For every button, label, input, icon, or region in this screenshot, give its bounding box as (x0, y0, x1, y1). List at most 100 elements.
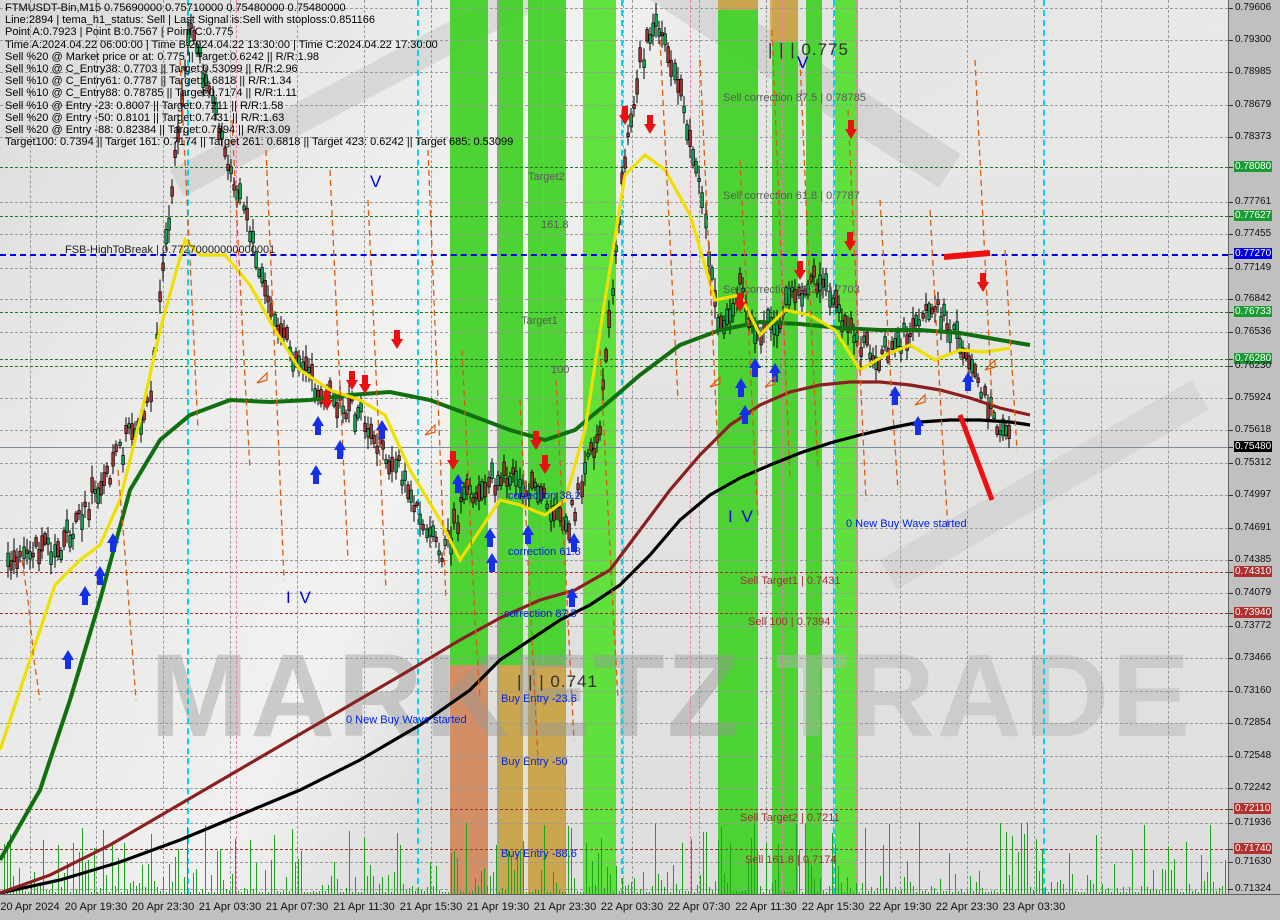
fractal-line (659, 39, 679, 401)
volume-bar (157, 886, 158, 894)
price-tick-label: 0.73466 (1235, 652, 1272, 663)
candle-body (905, 334, 909, 351)
volume-bar (337, 879, 338, 894)
buy-arrow-icon (79, 586, 91, 605)
volume-bar (412, 886, 413, 894)
tick-mark (1229, 528, 1233, 529)
tick-mark (1229, 40, 1233, 41)
tick-mark (1229, 723, 1233, 724)
new-buy-wave-right-label: 0 New Buy Wave started (846, 518, 967, 530)
candle-body (276, 324, 280, 337)
time-axis[interactable]: 20 Apr 2024 20 Apr 19:30 20 Apr 23:30 21 Ap… (0, 894, 1280, 920)
time-tick-label: 22 Apr 07:30 (667, 901, 731, 913)
volume-bar (724, 873, 725, 894)
chart-plot-area[interactable]: MARKETZ TRADE FSB-HighToBreak | 0.772700… (0, 0, 1228, 894)
volume-bar (511, 855, 512, 894)
volume-bar (676, 883, 677, 894)
sell-arrow-icon (644, 115, 656, 134)
volume-bar (655, 822, 656, 894)
volume-bar (847, 877, 848, 894)
volume-bar (1201, 854, 1202, 894)
fractal-line (519, 399, 539, 761)
tick-mark (1229, 332, 1233, 333)
volume-bar (541, 870, 542, 894)
price-tick-label: 0.79606 (1235, 2, 1272, 13)
candle-body (886, 347, 890, 363)
volume-bar (1018, 852, 1019, 894)
tick-mark (1229, 398, 1233, 399)
candle-body (384, 459, 388, 464)
volume-bar (286, 876, 287, 894)
volume-bar (829, 885, 830, 894)
volume-bar (298, 858, 299, 894)
candle-body (642, 59, 646, 68)
volume-bar (94, 848, 95, 894)
candle-body (657, 28, 661, 37)
volume-bar (58, 844, 59, 894)
time-tick-label: 21 Apr 11:30 (333, 901, 395, 913)
candle-body (434, 536, 438, 542)
volume-bar (955, 874, 956, 894)
price-tick-label: 0.74310 (1234, 566, 1273, 577)
sell-target2-label: Sell Target2 | 0.7211 (740, 812, 840, 824)
sell-arrow-icon (977, 273, 989, 292)
price-tick-label: 0.75924 (1235, 392, 1272, 403)
fractal-marker-icon (709, 375, 721, 388)
candle-body (896, 331, 900, 348)
volume-bar (370, 864, 371, 894)
candle-body (936, 299, 940, 306)
candle-body (998, 430, 1002, 436)
candle-body (446, 530, 450, 537)
info-line-3: Time A:2024.04.22 06:00:00 | Time B:2024… (5, 38, 438, 51)
candle-body (294, 351, 298, 365)
candle-body (232, 184, 236, 191)
buy-arrow-icon (735, 378, 747, 397)
candle-body (676, 79, 680, 93)
candle-body (390, 456, 394, 472)
volume-bar (1090, 880, 1091, 894)
candle-body (77, 510, 81, 515)
price-tick-label: 0.75480 (1234, 441, 1273, 452)
volume-bar (1030, 886, 1031, 894)
buy-arrow-icon (739, 405, 751, 424)
volume-bar (115, 886, 116, 894)
tick-mark (1229, 137, 1233, 138)
candle-body (679, 78, 683, 97)
volume-bar (1132, 850, 1133, 894)
fib-100-label-label: 100 (551, 364, 570, 376)
volume-bar (475, 877, 476, 894)
candle-body (564, 516, 568, 532)
volume-bar (1093, 884, 1094, 894)
volume-bar (970, 876, 971, 894)
volume-bar (1213, 881, 1214, 894)
candle-body (961, 347, 965, 359)
info-line-8: Sell %10 @ Entry -23: 0.8007 || Target:0… (5, 99, 284, 112)
volume-bar (250, 839, 251, 894)
fractal-line (329, 169, 349, 561)
candle-body (152, 350, 156, 358)
candle-body (468, 485, 472, 495)
price-axis[interactable]: 0.79606 0.79300 0.78985 0.78679 0.78373 0.780… (1228, 0, 1280, 894)
price-tick-label: 0.74385 (1235, 554, 1272, 565)
volume-bar (889, 824, 890, 894)
volume-bar (1168, 845, 1169, 894)
fib-1618-label-label: 161.8 (541, 219, 569, 231)
candle-body (769, 317, 773, 331)
candle-body (738, 273, 742, 285)
candle-body (263, 280, 267, 297)
volume-bar (379, 884, 380, 894)
target2-label-label: Target2 (528, 171, 565, 183)
candle-body (508, 476, 512, 486)
volume-bar (433, 885, 434, 894)
candle-body (911, 318, 915, 330)
volume-bar (703, 831, 704, 894)
candle-body (914, 314, 918, 326)
volume-bar (61, 887, 62, 894)
candle-body (223, 147, 227, 157)
volume-bar (85, 863, 86, 894)
candle-body (155, 333, 159, 340)
tick-mark (1229, 823, 1233, 824)
tick-mark (1229, 447, 1233, 448)
volume-bar (1204, 881, 1205, 894)
candle-body (158, 291, 162, 302)
